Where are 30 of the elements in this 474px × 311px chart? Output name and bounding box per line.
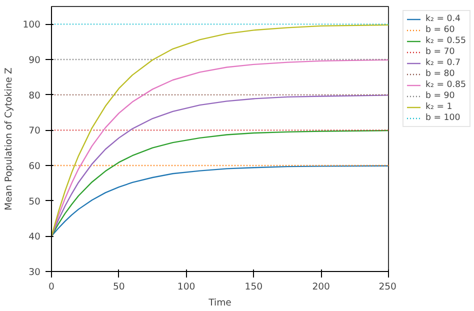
legend-label: k₂ = 0.4	[425, 14, 460, 24]
y-axis-title: Mean Population of Cytokine Z	[4, 68, 15, 210]
legend-label: k₂ = 0.7	[425, 58, 460, 68]
legend-label: b = 70	[425, 47, 455, 57]
legend-label: k₂ = 1	[425, 102, 452, 112]
y-tick-label: 40	[28, 232, 41, 243]
x-tick-label: 0	[48, 282, 55, 292]
legend-label: b = 90	[425, 91, 455, 101]
x-tick-label: 150	[244, 282, 263, 292]
legend-label: b = 60	[425, 25, 455, 35]
y-tick-label: 80	[28, 90, 41, 102]
x-tick-label: 50	[112, 282, 125, 292]
y-tick-label: 100	[22, 20, 41, 31]
legend-label: b = 80	[425, 69, 455, 79]
line-series	[52, 165, 388, 237]
x-tick-label: 250	[378, 282, 397, 292]
x-tick-label: 200	[312, 282, 330, 292]
line-series	[52, 59, 388, 237]
y-tick-label: 70	[28, 126, 41, 137]
y-tick-label: 90	[28, 55, 41, 66]
legend-label: b = 100	[425, 113, 460, 123]
legend-label: k₂ = 0.55	[425, 36, 466, 46]
legend-label: k₂ = 0.85	[425, 80, 466, 90]
y-tick-label: 30	[28, 267, 41, 278]
y-tick-label: 50	[28, 196, 41, 208]
x-tick-label: 100	[177, 282, 196, 292]
y-tick-label: 60	[28, 161, 41, 172]
x-axis-title: Time	[208, 298, 232, 308]
line-series	[52, 24, 388, 237]
line-series	[52, 130, 388, 237]
